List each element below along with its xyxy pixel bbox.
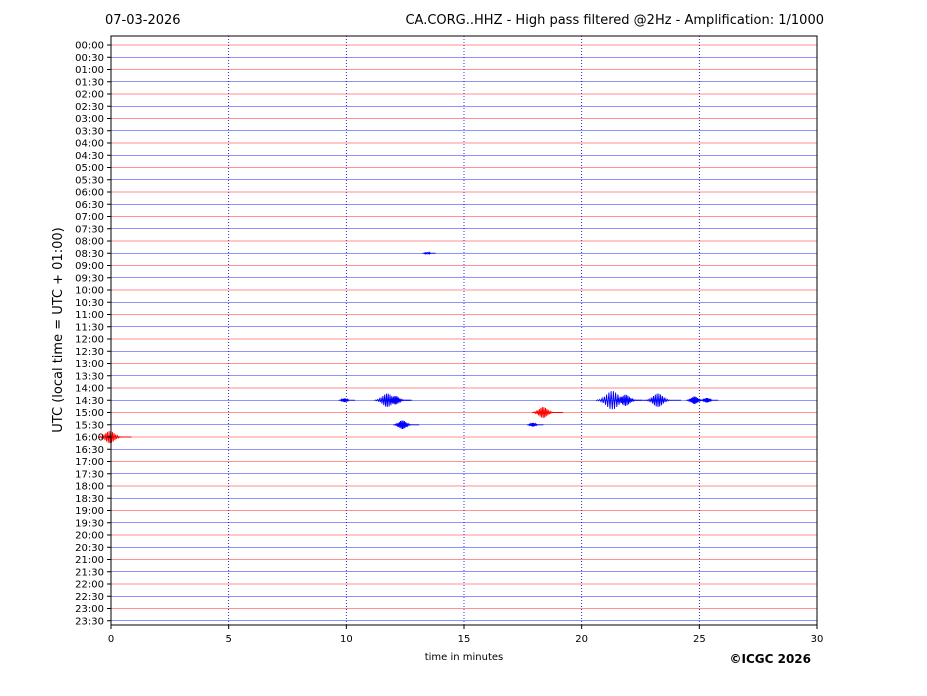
event-burst-1430-5 (645, 393, 682, 408)
y-tick-label-0300: 03:00 (75, 114, 104, 125)
y-tick-label-1030: 10:30 (75, 298, 104, 309)
y-tick-label-1300: 13:00 (75, 359, 104, 370)
seismic-events (97, 250, 719, 444)
event-burst-1600-11 (97, 430, 132, 444)
y-tick-label-0230: 02:30 (75, 102, 104, 113)
event-burst-1530-10 (526, 422, 544, 427)
y-tick-label-0630: 06:30 (75, 200, 104, 211)
y-tick-label-1630: 16:30 (75, 445, 104, 456)
y-tick-label-2330: 23:30 (75, 616, 104, 627)
y-tick-label-2200: 22:00 (75, 580, 104, 591)
x-tick-labels: 0 5 10 15 20 25 30 (108, 625, 824, 645)
event-burst-1500-8 (532, 407, 563, 419)
x-tick-label-0: 0 (108, 634, 114, 645)
event-burst-1430-4 (614, 394, 646, 406)
y-tick-label-0130: 01:30 (75, 77, 104, 88)
y-tick-label-0700: 07:00 (75, 212, 104, 223)
y-tick-label-1330: 13:30 (75, 371, 104, 382)
y-tick-label-0200: 02:00 (75, 90, 104, 101)
y-tick-label-1000: 10:00 (75, 286, 104, 297)
y-tick-label-0530: 05:30 (75, 175, 104, 186)
trace-lines (111, 44, 817, 622)
y-tick-label-1600: 16:00 (75, 433, 104, 444)
y-tick-label-0730: 07:30 (75, 224, 104, 235)
y-tick-label-2030: 20:30 (75, 543, 104, 554)
x-tick-label-20: 20 (575, 634, 588, 645)
x-tick-label-10: 10 (340, 634, 353, 645)
x-tick-label-15: 15 (458, 634, 471, 645)
y-tick-label-1430: 14:30 (75, 396, 104, 407)
y-tick-label-0030: 00:30 (75, 53, 104, 64)
y-tick-label-0930: 09:30 (75, 273, 104, 284)
x-tick-label-5: 5 (225, 634, 231, 645)
y-tick-label-1200: 12:00 (75, 335, 104, 346)
y-tick-label-1130: 11:30 (75, 322, 104, 333)
y-tick-label-2230: 22:30 (75, 592, 104, 603)
y-tick-label-2300: 23:00 (75, 604, 104, 615)
y-tick-label-1700: 17:00 (75, 457, 104, 468)
y-tick-label-2000: 20:00 (75, 531, 104, 542)
y-tick-label-1100: 11:00 (75, 310, 104, 321)
y-tick-label-1730: 17:30 (75, 469, 104, 480)
y-axis-label: UTC (local time = UTC + 01:00) (51, 227, 66, 432)
y-tick-label-0600: 06:00 (75, 188, 104, 199)
y-tick-label-0500: 05:00 (75, 163, 104, 174)
y-tick-label-1230: 12:30 (75, 347, 104, 358)
y-tick-label-0400: 04:00 (75, 139, 104, 150)
y-tick-label-0330: 03:30 (75, 126, 104, 137)
event-burst-1530-9 (393, 420, 420, 430)
x-tick-label-25: 25 (693, 634, 706, 645)
y-tick-label-1530: 15:30 (75, 420, 104, 431)
event-burst-0830-12 (422, 250, 436, 256)
copyright-credit: ©ICGC 2026 (729, 652, 811, 666)
y-tick-label-1400: 14:00 (75, 384, 104, 395)
chart-date: 07-03-2026 (105, 13, 181, 28)
y-tick-label-1800: 18:00 (75, 482, 104, 493)
grid-lines (228, 36, 700, 625)
y-tick-label-1830: 18:30 (75, 494, 104, 505)
y-tick-label-0900: 09:00 (75, 261, 104, 272)
x-axis-label: time in minutes (425, 652, 504, 663)
y-tick-label-2100: 21:00 (75, 555, 104, 566)
y-tick-label-2130: 21:30 (75, 567, 104, 578)
plot-frame (110, 35, 818, 626)
y-tick-label-1900: 19:00 (75, 506, 104, 517)
y-tick-label-0000: 00:00 (75, 41, 104, 52)
y-tick-label-0800: 08:00 (75, 237, 104, 248)
event-burst-1430-0 (338, 397, 356, 403)
x-tick-label-30: 30 (811, 634, 824, 645)
y-tick-label-0100: 01:00 (75, 65, 104, 76)
y-tick-label-1930: 19:30 (75, 518, 104, 529)
chart-title: CA.CORG..HHZ - High pass filtered @2Hz -… (405, 13, 824, 28)
y-tick-label-0430: 04:30 (75, 151, 104, 162)
event-burst-1430-7 (700, 397, 719, 403)
y-tick-label-1500: 15:00 (75, 408, 104, 419)
event-burst-1430-2 (385, 395, 413, 405)
y-tick-label-0830: 08:30 (75, 249, 104, 260)
